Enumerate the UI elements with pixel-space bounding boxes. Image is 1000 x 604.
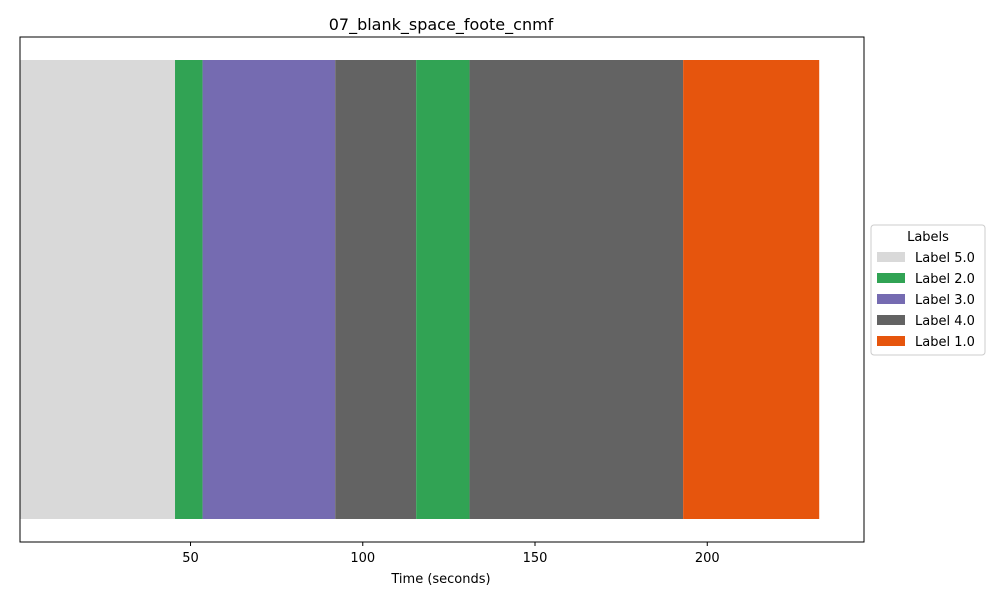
x-tick-label: 50	[182, 551, 199, 566]
x-tick-label: 150	[523, 551, 548, 566]
legend-swatch	[877, 294, 905, 304]
plot-frame	[19, 36, 865, 543]
legend-swatch	[877, 315, 905, 325]
legend-label: Label 2.0	[915, 272, 975, 287]
legend-label: Label 4.0	[915, 314, 975, 329]
legend-entries: Label 5.0 Label 2.0 Label 3.0 Label 4.0 Labe…	[877, 251, 975, 350]
chart-title: 07_blank_space_foote_cnmf	[329, 15, 554, 35]
legend-label: Label 3.0	[915, 293, 975, 308]
segment-bar-1	[20, 60, 176, 519]
legend-swatch	[877, 336, 905, 346]
legend-swatch	[877, 252, 905, 262]
segment-bar-5	[416, 60, 470, 519]
x-axis-label: Time (seconds)	[390, 572, 490, 587]
segment-bar-2	[175, 60, 203, 519]
legend-swatch	[877, 273, 905, 283]
legend-label: Label 1.0	[915, 335, 975, 350]
segment-bar-7	[683, 60, 820, 519]
segment-bar-4	[335, 60, 417, 519]
x-tick-label: 100	[350, 551, 375, 566]
x-tick-label: 200	[695, 551, 720, 566]
legend-title: Labels	[907, 230, 949, 245]
segment-bar-6	[469, 60, 684, 519]
plot-area	[20, 60, 820, 519]
x-axis: 50 100 150 200	[182, 542, 720, 566]
segment-bar-3	[202, 60, 336, 519]
legend-label: Label 5.0	[915, 251, 975, 266]
